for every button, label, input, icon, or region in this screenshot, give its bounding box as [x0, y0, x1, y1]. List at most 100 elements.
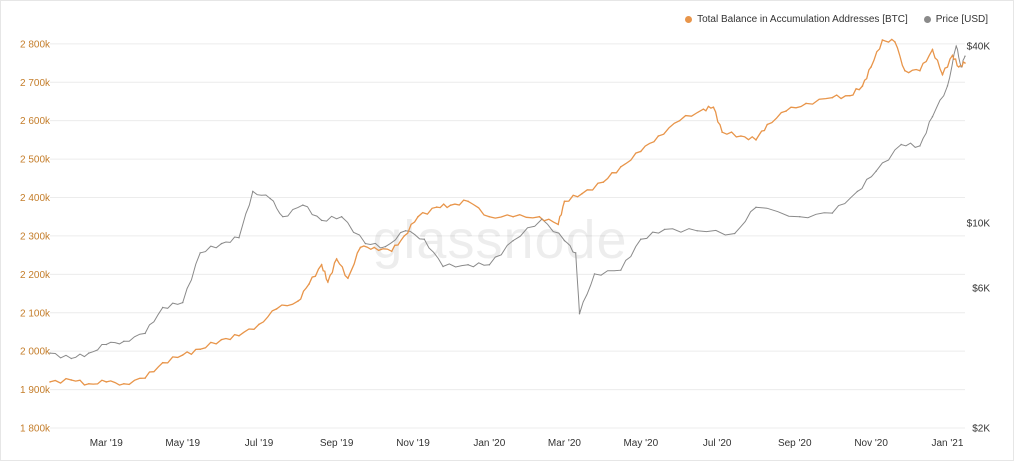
balance-data-point: [123, 383, 125, 385]
price-data-point: [578, 313, 581, 315]
balance-data-point: [258, 323, 260, 326]
x-axis-ticks: Mar '19 May '19 Jul '19 Sep '19 Nov '19 Jan '…: [90, 438, 964, 449]
price-data-point: [593, 273, 596, 275]
left-tick-label: 1 800k: [20, 424, 51, 435]
price-data-point: [161, 306, 164, 309]
balance-data-point: [831, 96, 834, 99]
price-data-point: [252, 190, 254, 193]
balance-data-point: [957, 66, 960, 68]
balance-data-point: [435, 206, 438, 208]
balance-data-point: [640, 150, 642, 153]
right-tick-label: $10K: [967, 218, 991, 229]
balance-data-point: [327, 281, 329, 283]
price-data-point: [799, 215, 801, 218]
balance-data-point: [657, 135, 660, 137]
price-data-point: [919, 145, 921, 147]
price-data-point: [269, 197, 272, 200]
x-tick-label: Sep '20: [778, 438, 812, 449]
right-axis-ticks: $2K $6K $10K $40K: [967, 42, 991, 435]
balance-data-point: [563, 200, 566, 203]
x-tick-label: Jan '21: [932, 438, 964, 449]
left-tick-label: 2 500k: [20, 155, 51, 166]
balance-data-point: [941, 73, 944, 76]
price-series-line[interactable]: [49, 44, 966, 360]
price-data-point: [220, 242, 223, 245]
left-tick-label: 2 300k: [20, 231, 51, 242]
price-data-point: [931, 116, 934, 118]
price-data-point: [733, 232, 736, 235]
balance-data-point: [449, 204, 452, 206]
legend-item-balance[interactable]: Total Balance in Accumulation Addresses …: [685, 14, 908, 25]
balance-data-point: [894, 41, 896, 43]
price-data-point: [575, 252, 577, 254]
left-tick-label: 2 700k: [20, 78, 51, 89]
balance-data-point: [619, 165, 622, 168]
balance-data-point: [359, 246, 362, 249]
balance-data-point: [238, 335, 240, 337]
price-data-point: [302, 204, 304, 206]
balance-data-point: [467, 200, 469, 203]
balance-data-point: [951, 54, 954, 57]
price-data-point: [900, 143, 902, 146]
price-data-point: [181, 301, 184, 304]
balance-data-point: [335, 258, 338, 260]
price-legend-dot: [923, 16, 931, 23]
balance-data-point: [417, 215, 419, 218]
balance-data-point: [105, 381, 108, 383]
balance-series-points: [49, 39, 966, 385]
left-tick-label: 2 000k: [20, 347, 51, 358]
price-data-point: [831, 212, 834, 214]
price-data-point: [541, 218, 543, 220]
x-tick-label: May '19: [165, 438, 200, 449]
legend-label-price: Price [USD]: [935, 14, 988, 25]
left-tick-label: 2 100k: [20, 308, 51, 319]
price-data-point: [123, 340, 125, 342]
balance-legend-dot: [685, 16, 693, 23]
watermark: glassnode: [372, 210, 627, 270]
price-data-point: [755, 206, 757, 209]
price-data-point: [340, 215, 343, 218]
left-tick-label: 2 200k: [20, 270, 51, 281]
balance-data-point: [881, 39, 884, 41]
balance-data-point: [557, 223, 559, 226]
x-tick-label: Nov '19: [396, 438, 430, 449]
x-tick-label: Jul '19: [245, 438, 274, 449]
price-data-point: [946, 85, 949, 87]
price-data-point: [512, 239, 514, 242]
balance-data-point: [712, 106, 715, 109]
balance-data-point: [904, 69, 906, 72]
price-data-point: [70, 357, 72, 360]
balance-data-point: [538, 215, 541, 218]
price-series-points: [49, 45, 966, 360]
price-data-point: [320, 219, 323, 222]
price-data-point: [964, 55, 966, 57]
balance-data-point: [88, 383, 90, 385]
x-tick-label: Mar '20: [548, 438, 581, 449]
left-tick-label: 2 400k: [20, 193, 51, 204]
x-tick-label: Jul '20: [703, 438, 732, 449]
price-data-point: [384, 245, 387, 248]
balance-data-point: [320, 263, 323, 266]
x-tick-label: Sep '19: [320, 438, 354, 449]
balance-data-point: [602, 181, 605, 183]
price-data-point: [620, 269, 622, 271]
balance-data-point: [766, 123, 769, 126]
balance-data-point: [702, 108, 705, 110]
balance-data-point: [144, 377, 146, 379]
left-tick-label: 2 600k: [20, 116, 51, 127]
balance-data-point: [390, 250, 393, 253]
x-tick-label: Mar '19: [90, 438, 123, 449]
balance-data-point: [308, 283, 310, 285]
balance-data-point: [740, 135, 742, 137]
right-tick-label: $40K: [967, 42, 991, 53]
balance-data-point: [297, 300, 299, 303]
price-data-point: [49, 352, 51, 354]
balance-data-point: [512, 215, 514, 218]
left-tick-label: 1 900k: [20, 385, 51, 396]
balance-data-point: [678, 119, 681, 122]
balance-data-point: [964, 62, 966, 64]
balance-data-point: [347, 277, 349, 279]
legend-item-price[interactable]: Price [USD]: [923, 14, 988, 25]
price-data-point: [199, 252, 201, 254]
balance-data-point: [919, 69, 921, 72]
